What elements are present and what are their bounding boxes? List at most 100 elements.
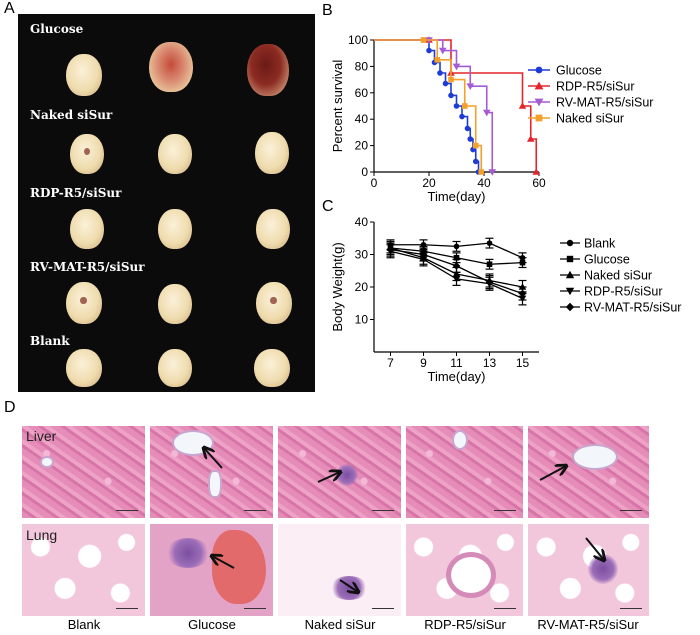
- row-label-lung: Lung: [26, 527, 58, 543]
- survival-point: [472, 142, 479, 149]
- legend-label: RV-MAT-R5/siSur: [556, 96, 653, 110]
- x-tick-label: 11: [450, 356, 463, 370]
- arrow-icon: [317, 472, 340, 483]
- survival-point: [518, 102, 527, 109]
- y-tick-label: 80: [355, 59, 369, 73]
- survival-point: [461, 103, 468, 109]
- vessel: [452, 430, 468, 450]
- brain-sample: [66, 349, 102, 387]
- legend-label: RDP-R5/siSur: [584, 285, 663, 299]
- histology-tile: [278, 426, 401, 518]
- legend-marker: [565, 287, 575, 296]
- histology-tile: [406, 426, 523, 518]
- brain-sample: [158, 284, 192, 324]
- histology-tile: [150, 524, 273, 616]
- survival-point: [438, 47, 447, 55]
- histology-tile: [528, 426, 649, 518]
- scale-bar: [244, 608, 266, 609]
- survival-point: [420, 37, 427, 43]
- column-label: Blank: [67, 617, 101, 632]
- legend-label: Naked siSur: [584, 269, 652, 283]
- body-weight-chart: 7 9 11 13 15 10 20 30 40 Time(day) Body Weight(g) B…: [330, 215, 681, 384]
- legend-marker: [534, 81, 544, 90]
- legend-label: RDP-R5/siSur: [556, 80, 635, 94]
- panel-label-b: B: [322, 2, 333, 19]
- histology-tile: [406, 524, 523, 616]
- brain-sample: [158, 209, 192, 249]
- x-tick-label: 13: [483, 356, 497, 370]
- scale-bar: [372, 608, 394, 609]
- survival-point: [453, 103, 460, 109]
- histology-tile: [528, 524, 649, 616]
- weight-point: [519, 259, 526, 266]
- scale-bar: [116, 510, 138, 511]
- vessel-blood: [212, 530, 266, 604]
- legend-marker: [565, 270, 575, 279]
- legend-marker: [565, 302, 575, 312]
- legend-label: Blank: [584, 237, 616, 251]
- vessel: [572, 444, 618, 470]
- brain-photo-panel: Glucose Naked siSur RDP-R5/siSur RV-MAT-…: [18, 14, 315, 392]
- legend-label: Naked siSur: [556, 112, 624, 126]
- survival-point: [482, 109, 491, 117]
- inflammatory-focus: [166, 538, 210, 568]
- brain-sample: [255, 132, 289, 174]
- survival-point: [466, 83, 475, 90]
- legend-marker: [534, 98, 544, 107]
- bronchiole: [446, 552, 496, 598]
- arrow-icon: [204, 448, 223, 469]
- y-axis-label: Percent survival: [330, 60, 345, 153]
- arrow-icon: [539, 466, 566, 481]
- y-tick-label: 20: [355, 139, 369, 153]
- scale-bar: [494, 608, 516, 609]
- survival-point: [448, 92, 454, 99]
- histology-tile: [22, 524, 145, 616]
- survival-point: [459, 113, 465, 120]
- legend-label: Glucose: [584, 253, 630, 267]
- brain-sample: [70, 134, 104, 174]
- y-tick-label: 100: [348, 33, 368, 47]
- survival-point: [532, 168, 541, 175]
- scale-bar: [116, 608, 138, 609]
- survival-point: [442, 80, 449, 87]
- brain-sample: [158, 134, 192, 174]
- column-label: RV-MAT-R5/siSur: [537, 617, 639, 632]
- y-axis-label: Body Weight(g): [330, 242, 345, 331]
- y-tick-label: 60: [355, 86, 369, 100]
- y-tick-label: 20: [355, 280, 369, 294]
- scale-bar: [244, 510, 266, 511]
- brain-sample: [256, 209, 290, 249]
- histology-tile: [150, 426, 273, 518]
- column-label: RDP-R5/siSur: [424, 617, 506, 632]
- arrow-icon: [585, 537, 604, 560]
- survival-point: [478, 169, 485, 175]
- panel-label-a: A: [4, 0, 15, 17]
- weight-point: [486, 261, 493, 268]
- x-tick-label: 40: [477, 176, 491, 190]
- legend-marker: [535, 66, 543, 74]
- brain-sample: [149, 42, 193, 92]
- legend-label: Glucose: [556, 64, 602, 78]
- photo-group-label: RV-MAT-R5/siSur: [30, 260, 145, 274]
- weight-point: [386, 245, 395, 254]
- x-axis-label: Time(day): [427, 369, 485, 384]
- x-tick-label: 60: [532, 176, 546, 190]
- arrow-icon: [339, 579, 358, 592]
- legend-marker: [566, 255, 574, 263]
- weight-point: [452, 262, 461, 270]
- column-label: Naked siSur: [304, 617, 376, 632]
- vessel: [40, 456, 54, 468]
- brain-sample: [66, 282, 102, 324]
- weight-point: [486, 240, 493, 246]
- histology-tile: [22, 426, 145, 518]
- x-axis-label: Time(day): [427, 189, 485, 204]
- row-label-liver: Liver: [26, 428, 57, 444]
- survival-point: [437, 70, 443, 76]
- brain-sample: [256, 282, 292, 324]
- survival-point: [426, 47, 432, 54]
- arrow-icon: [212, 556, 235, 569]
- x-tick-label: 9: [420, 356, 427, 370]
- x-tick-label: 15: [516, 356, 530, 370]
- legend-marker: [535, 114, 543, 122]
- survival-point: [448, 76, 454, 83]
